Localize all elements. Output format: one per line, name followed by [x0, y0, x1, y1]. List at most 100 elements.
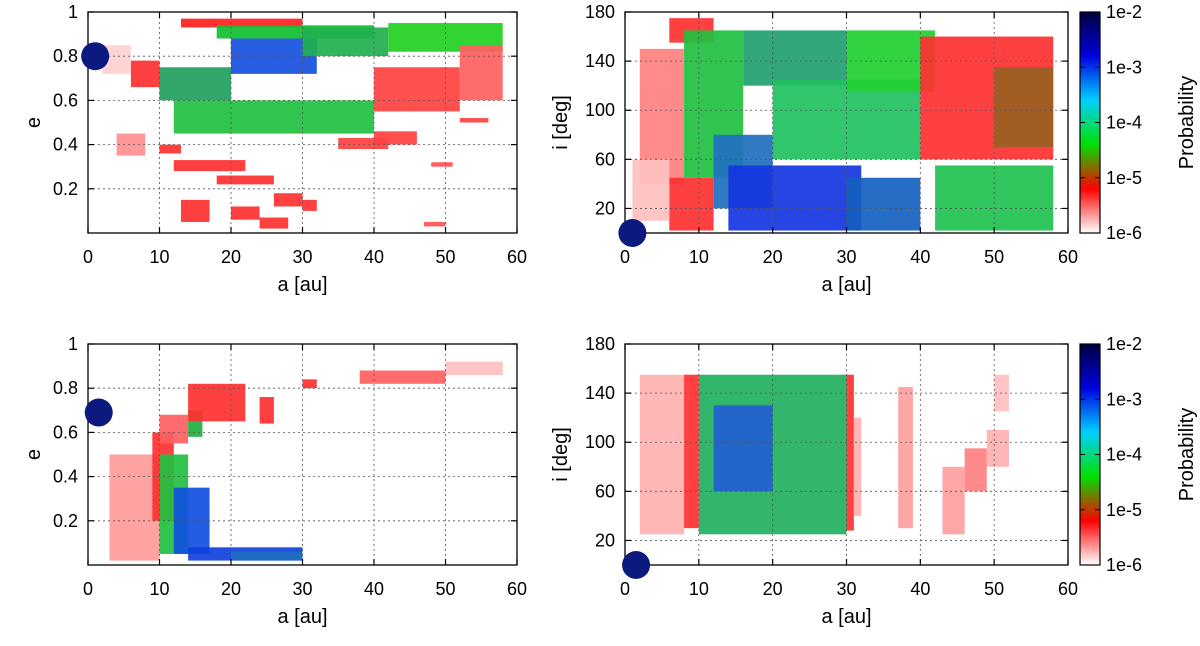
colorbar-tick-label: 1e-6 [1106, 223, 1142, 243]
bottom-left-ytick-label: 0.4 [53, 467, 78, 487]
top-right-xtick-label: 30 [836, 247, 856, 267]
bottom-right-cell [846, 374, 854, 531]
bottom-right-ytick-label: 60 [595, 481, 615, 501]
top-left-cell [302, 199, 317, 211]
bottom-right-planet-marker [622, 551, 651, 579]
bottom-left-cell [188, 383, 246, 422]
top-left-cell [173, 100, 374, 134]
bottom-right-ytick-label: 180 [585, 334, 615, 354]
top-left-cell [159, 144, 181, 154]
colorbar-tick-label: 1e-4 [1106, 445, 1142, 465]
top-left-ytick-label: 0.6 [53, 90, 78, 110]
top-right-ytick-label: 180 [585, 2, 615, 22]
top-left-ytick-label: 0.2 [53, 179, 78, 199]
bottom-right-xtick-label: 60 [1058, 579, 1078, 599]
top-right-xtick-label: 20 [763, 247, 783, 267]
top-right-panel [618, 11, 1069, 247]
colorbar-tick-label: 1e-3 [1106, 57, 1142, 77]
top-left-planet-marker [81, 42, 110, 71]
top-left-xtick-label: 60 [507, 247, 527, 267]
top-left-cell [173, 160, 246, 172]
bottom-right-cell [684, 374, 699, 529]
bottom-left-xtick-label: 50 [435, 579, 455, 599]
bottom-left-xtick-label: 30 [292, 579, 312, 599]
bottom-left-cell [231, 551, 303, 561]
top-left-xtick-label: 10 [149, 247, 169, 267]
top-left-cell [259, 217, 289, 229]
bottom-right-xtick-label: 30 [836, 579, 856, 599]
top-right-ytick-label: 60 [595, 149, 615, 169]
colorbar-tick-label: 1e-5 [1106, 500, 1142, 520]
top-left-xtick-label: 50 [435, 247, 455, 267]
bottom-right-cell [713, 405, 773, 492]
bottom-left-xtick-label: 20 [221, 579, 241, 599]
bottom-left-ytick-label: 0.8 [53, 378, 78, 398]
top-right-ytick-label: 140 [585, 51, 615, 71]
bottom-right-ytick-label: 20 [595, 530, 615, 550]
bottom-left-xlabel: a [au] [277, 606, 327, 628]
bottom-right-ytick-label: 100 [585, 432, 615, 452]
top-left-cell [231, 206, 260, 220]
top-left-cell [159, 67, 231, 101]
bottom-left-cell [259, 397, 274, 424]
colorbar-tick-label: 1e-2 [1106, 2, 1142, 22]
top-right-xtick-label: 10 [689, 247, 709, 267]
bottom-right-ytick-label: 140 [585, 383, 615, 403]
top-left-xtick-label: 0 [83, 247, 93, 267]
bottom-right-xtick-label: 0 [620, 579, 630, 599]
bottom-left-cell [359, 370, 446, 384]
top-left-ylabel: e [23, 117, 45, 128]
colorbar-tick-label: 1e-4 [1106, 113, 1142, 133]
colorbar-tick-label: 1e-2 [1106, 334, 1142, 354]
bottom-right-xlabel: a [au] [821, 606, 871, 628]
top-left-cell [180, 199, 210, 222]
colorbar-tick-label: 1e-5 [1106, 168, 1142, 188]
bottom-right-xtick-label: 20 [763, 579, 783, 599]
top-right-cell [846, 177, 921, 231]
bottom-right-xtick-label: 50 [984, 579, 1004, 599]
top-left-cell [459, 118, 489, 123]
top-right-ytick-label: 100 [585, 100, 615, 120]
top-left-ytick-label: 1 [68, 2, 78, 22]
top-left-xtick-label: 40 [364, 247, 384, 267]
top-right-cell [728, 165, 862, 231]
bottom-left-cell [302, 379, 317, 389]
top-left-cell [273, 193, 303, 207]
top-right-cell [669, 177, 714, 231]
bottom-left-ytick-label: 0.6 [53, 422, 78, 442]
top-left-cell [459, 45, 503, 101]
bottom-right-ylabel: i [deg] [550, 427, 572, 481]
top-left-xlabel: a [au] [277, 274, 327, 296]
colorbar-label: Probability [1176, 408, 1198, 501]
top-right-xtick-label: 60 [1058, 247, 1078, 267]
top-left-cell [424, 221, 446, 227]
colorbar-tick-label: 1e-3 [1106, 389, 1142, 409]
bottom-left-ytick-label: 1 [68, 334, 78, 354]
bottom-right-cell [639, 374, 685, 535]
top-left-cell [130, 60, 160, 88]
top-left-cell [302, 27, 389, 57]
bottom-right-xtick-label: 40 [910, 579, 930, 599]
bottom-left-planet-marker [84, 398, 113, 427]
bottom-left-xtick-label: 10 [149, 579, 169, 599]
bottom-left-ytick-label: 0.2 [53, 511, 78, 531]
top-right-xtick-label: 50 [984, 247, 1004, 267]
bottom-left-xtick-label: 0 [83, 579, 93, 599]
top-left-cell [338, 137, 389, 150]
bottom-left-xtick-label: 40 [364, 579, 384, 599]
top-left-cell [431, 162, 453, 167]
top-left-cell [216, 175, 274, 185]
top-left-ytick-label: 0.8 [53, 46, 78, 66]
top-left-ytick-label: 0.4 [53, 135, 78, 155]
top-left-cell [180, 18, 303, 28]
top-left-xtick-label: 30 [292, 247, 312, 267]
bottom-right-cell [942, 466, 965, 535]
bottom-right-cell [898, 386, 913, 529]
top-right-cell [743, 30, 847, 86]
top-right-ytick-label: 20 [595, 198, 615, 218]
bottom-left-cell [109, 454, 160, 561]
top-right-xtick-label: 40 [910, 247, 930, 267]
bottom-right-cell [964, 448, 987, 492]
top-left-xtick-label: 20 [221, 247, 241, 267]
